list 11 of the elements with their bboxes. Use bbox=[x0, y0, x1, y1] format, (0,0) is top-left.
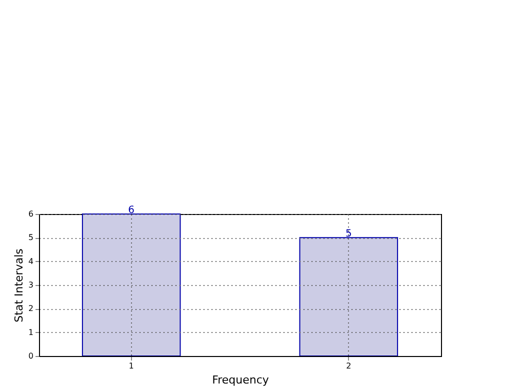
x-axis-title: Frequency bbox=[212, 374, 270, 386]
data-label: 6 bbox=[128, 205, 135, 216]
y-tick-label: 4 bbox=[28, 256, 34, 266]
y-tick-label: 5 bbox=[28, 233, 34, 242]
y-tick-label: 2 bbox=[28, 304, 34, 314]
y-tick-label: 3 bbox=[28, 280, 34, 290]
y-axis-title: Stat Intervals bbox=[12, 248, 26, 322]
y-tick-label: 0 bbox=[28, 352, 34, 360]
y-tick-label: 6 bbox=[28, 210, 34, 218]
y-tick-label: 1 bbox=[28, 328, 34, 337]
data-label: 5 bbox=[345, 228, 352, 240]
